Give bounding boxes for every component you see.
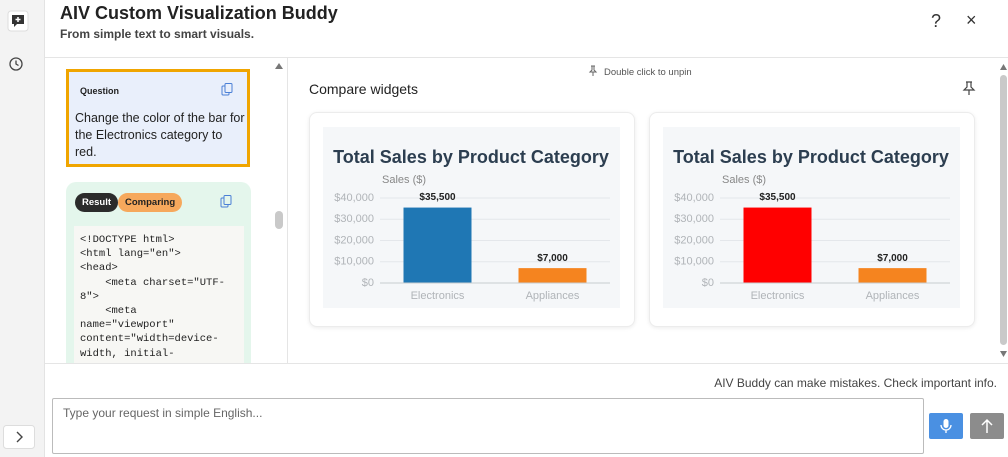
pin-icon bbox=[588, 65, 598, 76]
question-label: Question bbox=[80, 86, 120, 96]
code-line: <head> bbox=[80, 262, 118, 275]
send-button[interactable] bbox=[970, 413, 1004, 439]
x-tick-label: Electronics bbox=[751, 290, 805, 302]
copy-icon[interactable] bbox=[220, 195, 232, 208]
y-tick-label: $10,000 bbox=[334, 256, 374, 268]
scrollbar-thumb[interactable] bbox=[275, 211, 283, 229]
question-text: Change the color of the bar for the Elec… bbox=[75, 111, 245, 159]
expand-button[interactable] bbox=[3, 425, 35, 449]
chart-title: Total Sales by Product Category bbox=[333, 147, 609, 167]
code-line: <meta charset="UTF- bbox=[80, 276, 225, 289]
code-line: name="viewport" bbox=[80, 319, 175, 332]
widget-card: Total Sales by Product Category Sales ($)… bbox=[649, 112, 975, 327]
y-tick-label: $40,000 bbox=[334, 192, 374, 204]
y-axis-label: Sales ($) bbox=[722, 174, 766, 186]
y-tick-label: $20,000 bbox=[334, 234, 374, 246]
x-tick-label: Appliances bbox=[526, 290, 580, 302]
y-tick-label: $30,000 bbox=[674, 213, 714, 225]
history-icon[interactable] bbox=[8, 56, 24, 72]
result-badge: Result bbox=[75, 193, 119, 212]
app-subtitle: From simple text to smart visuals. bbox=[60, 27, 255, 41]
bar bbox=[743, 207, 812, 283]
comparing-badge: Comparing bbox=[118, 193, 183, 212]
x-tick-label: Electronics bbox=[411, 290, 465, 302]
code-line: <meta bbox=[80, 305, 137, 318]
unpin-hint: Double click to unpin bbox=[604, 67, 692, 78]
bar-chart: Total Sales by Product Category Sales ($)… bbox=[323, 127, 620, 308]
close-button[interactable]: × bbox=[966, 10, 977, 30]
disclaimer: AIV Buddy can make mistakes. Check impor… bbox=[714, 376, 997, 390]
value-label: $7,000 bbox=[877, 253, 908, 264]
x-tick-label: Appliances bbox=[866, 290, 920, 302]
code-line: <!DOCTYPE html> bbox=[80, 234, 175, 246]
code-line: width, initial- bbox=[80, 347, 175, 360]
y-tick-label: $20,000 bbox=[674, 234, 714, 246]
divider bbox=[45, 57, 1008, 58]
scroll-up[interactable] bbox=[274, 62, 284, 70]
value-label: $35,500 bbox=[419, 192, 456, 203]
result-card: Result Comparing <!DOCTYPE html> <html la… bbox=[66, 182, 251, 363]
side-rail bbox=[0, 0, 45, 457]
code-line: <html lang="en"> bbox=[80, 248, 181, 261]
bar bbox=[403, 207, 472, 283]
compare-title: Compare widgets bbox=[309, 81, 418, 97]
widget-card: Total Sales by Product Category Sales ($)… bbox=[309, 112, 635, 327]
y-tick-label: $0 bbox=[702, 277, 714, 289]
y-tick-label: $30,000 bbox=[334, 213, 374, 225]
bar bbox=[518, 268, 587, 283]
chart-title: Total Sales by Product Category bbox=[673, 147, 949, 167]
copy-icon[interactable] bbox=[221, 83, 233, 96]
chat-icon[interactable] bbox=[7, 10, 29, 32]
code-block: <!DOCTYPE html> <html lang="en"> <head> <m… bbox=[74, 226, 244, 363]
divider bbox=[45, 363, 1008, 364]
conversation-pane: Question Change the color of the bar for… bbox=[45, 58, 288, 363]
y-axis-label: Sales ($) bbox=[382, 174, 426, 186]
y-tick-label: $40,000 bbox=[674, 192, 714, 204]
question-card: Question Change the color of the bar for… bbox=[66, 69, 250, 167]
value-label: $35,500 bbox=[759, 192, 796, 203]
right-scrollbar[interactable] bbox=[999, 63, 1008, 359]
code-line: content="width=device- bbox=[80, 333, 219, 346]
help-button[interactable]: ? bbox=[931, 11, 942, 31]
bar-chart: Total Sales by Product Category Sales ($)… bbox=[663, 127, 960, 308]
y-tick-label: $0 bbox=[362, 277, 374, 289]
request-input[interactable]: Type your request in simple English... bbox=[52, 398, 924, 454]
code-line: 8"> bbox=[80, 290, 99, 303]
mic-button[interactable] bbox=[929, 413, 963, 439]
app-title: AIV Custom Visualization Buddy bbox=[60, 3, 338, 23]
pin-button[interactable] bbox=[962, 81, 976, 96]
value-label: $7,000 bbox=[537, 253, 568, 264]
bar bbox=[858, 268, 927, 283]
input-placeholder: Type your request in simple English... bbox=[63, 406, 263, 420]
y-tick-label: $10,000 bbox=[674, 256, 714, 268]
